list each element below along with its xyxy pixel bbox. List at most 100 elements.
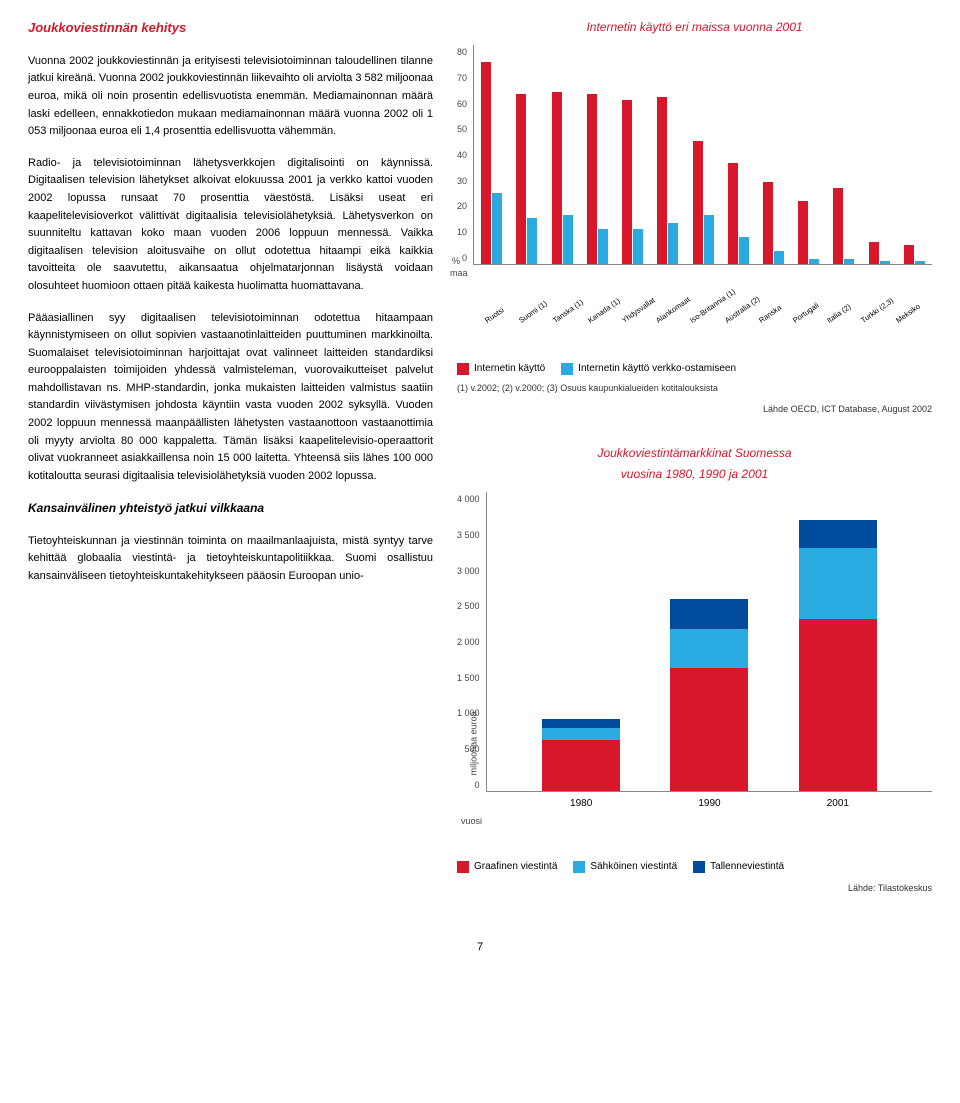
seg-sahkoinen — [799, 548, 877, 619]
chart1-bar-group — [791, 45, 826, 264]
legend-item-use: Internetin käyttö — [457, 361, 545, 377]
chart1-ytick: 0 — [462, 251, 467, 265]
chart-mass-media-markets: Joukkoviestintämarkkinat Suomessa vuosin… — [457, 444, 932, 895]
chart1-bar-purchase — [844, 259, 854, 264]
chart2-ytick: 3 000 — [457, 564, 480, 578]
chart1-bar-use — [728, 163, 738, 264]
chart1-bar-group — [474, 45, 509, 264]
chart2-legend: Graafinen viestintä Sähköinen viestintä … — [457, 859, 932, 875]
right-column: Internetin käyttö eri maissa vuonna 2001… — [457, 18, 932, 895]
chart1-bar-group — [650, 45, 685, 264]
chart1-bar-use — [481, 62, 491, 265]
chart1-bar-purchase — [915, 261, 925, 264]
paragraph-1: Vuonna 2002 joukkoviestinnän ja erityise… — [28, 53, 433, 141]
legend-swatch-sahkoinen — [573, 861, 585, 873]
seg-graafinen — [799, 619, 877, 792]
chart2-xtick: 2001 — [827, 796, 849, 812]
chart1-bar-use — [622, 100, 632, 264]
chart1-bar-purchase — [704, 215, 714, 264]
chart1-bar-purchase — [563, 215, 573, 264]
legend-item-purchase: Internetin käyttö verkko-ostamiseen — [561, 361, 736, 377]
chart1-bar-purchase — [668, 223, 678, 264]
legend-item-graafinen: Graafinen viestintä — [457, 859, 557, 875]
legend-swatch-secondary — [561, 363, 573, 375]
chart1-plot: % maa — [473, 45, 932, 265]
chart1-bar-group — [721, 45, 756, 264]
chart2-stacked-bar — [799, 520, 877, 792]
legend-label-secondary: Internetin käyttö verkko-ostamiseen — [578, 361, 736, 377]
chart1-note: (1) v.2002; (2) v.2000; (3) Osuus kaupun… — [457, 381, 932, 395]
chart1-bar-group — [756, 45, 791, 264]
chart1-bar-group — [862, 45, 897, 264]
chart1-bar-group — [580, 45, 615, 264]
chart1-bar-purchase — [492, 193, 502, 264]
seg-tallenne — [799, 520, 877, 548]
seg-graafinen — [542, 740, 620, 791]
chart1-bar-purchase — [598, 229, 608, 265]
chart1-ytick: 70 — [457, 71, 467, 85]
seg-tallenne — [670, 599, 748, 629]
chart2-ytick: 2 500 — [457, 599, 480, 613]
chart1-source: Lähde OECD, ICT Database, August 2002 — [457, 402, 932, 416]
main-heading: Joukkoviestinnän kehitys — [28, 18, 433, 39]
legend-swatch-graafinen — [457, 861, 469, 873]
legend-label-tallenne: Tallenneviestintä — [710, 859, 784, 875]
paragraph-4: Tietoyhteiskunnan ja viestinnän toiminta… — [28, 533, 433, 586]
chart2-title-line2: vuosina 1980, 1990 ja 2001 — [457, 465, 932, 484]
seg-sahkoinen — [670, 629, 748, 668]
chart1-area: 80706050403020100 % maa — [457, 45, 932, 305]
chart1-bar-purchase — [739, 237, 749, 264]
chart2-ytick: 2 000 — [457, 635, 480, 649]
chart1-bar-purchase — [809, 259, 819, 264]
chart2-y-unit: miljoonaa euroa — [466, 711, 480, 775]
chart1-bar-group — [615, 45, 650, 264]
chart2-xtick: 1990 — [698, 796, 720, 812]
sub-heading: Kansainvälinen yhteistyö jatkui vilkkaan… — [28, 499, 433, 518]
chart1-title: Internetin käyttö eri maissa vuonna 2001 — [457, 18, 932, 37]
paragraph-2: Radio- ja televisiotoiminnan lähetysverk… — [28, 155, 433, 296]
chart1-ytick: 50 — [457, 122, 467, 136]
chart2-ytick: 1 500 — [457, 671, 480, 685]
left-column: Joukkoviestinnän kehitys Vuonna 2002 jou… — [28, 18, 433, 895]
chart1-bar-use — [693, 141, 703, 264]
chart2-ytick: 4 000 — [457, 492, 480, 506]
page-root: Joukkoviestinnän kehitys Vuonna 2002 jou… — [0, 0, 960, 915]
chart1-xtick: Meksiko — [893, 301, 928, 335]
chart1-ytick: 30 — [457, 174, 467, 188]
legend-item-sahkoinen: Sähköinen viestintä — [573, 859, 677, 875]
chart1-bar-use — [657, 97, 667, 264]
legend-swatch-tallenne — [693, 861, 705, 873]
chart1-bar-purchase — [880, 261, 890, 264]
chart1-xtick: Ruotsi — [483, 305, 513, 335]
chart1-bar-purchase — [774, 251, 784, 265]
chart1-bar-use — [869, 242, 879, 264]
chart1-ytick: 80 — [457, 45, 467, 59]
chart1-bar-group — [897, 45, 932, 264]
chart1-bar-use — [516, 94, 526, 264]
chart1-ytick: 10 — [457, 225, 467, 239]
legend-item-tallenne: Tallenneviestintä — [693, 859, 784, 875]
legend-swatch-primary — [457, 363, 469, 375]
chart1-bar-purchase — [527, 218, 537, 265]
chart1-bar-group — [545, 45, 580, 264]
chart1-bar-use — [833, 188, 843, 265]
chart1-bar-use — [798, 201, 808, 264]
chart2-x-unit: vuosi — [457, 814, 932, 828]
legend-label-graafinen: Graafinen viestintä — [474, 859, 557, 875]
seg-sahkoinen — [542, 728, 620, 741]
chart2-ytick: 0 — [475, 778, 480, 792]
seg-tallenne — [542, 719, 620, 727]
legend-label-primary: Internetin käyttö — [474, 361, 545, 377]
chart2-title-line1: Joukkoviestintämarkkinat Suomessa — [457, 444, 932, 463]
legend-label-sahkoinen: Sähköinen viestintä — [590, 859, 677, 875]
chart1-bar-use — [552, 92, 562, 264]
chart-internet-use: Internetin käyttö eri maissa vuonna 2001… — [457, 18, 932, 416]
chart1-bar-use — [904, 245, 914, 264]
chart1-y-axis: 80706050403020100 — [457, 45, 473, 265]
chart1-ytick: 20 — [457, 199, 467, 213]
chart2-xtick: 1980 — [570, 796, 592, 812]
chart1-ytick: 60 — [457, 97, 467, 111]
chart1-bar-group — [685, 45, 720, 264]
page-number: 7 — [0, 939, 960, 957]
chart1-x-axis: RuotsiSuomi (1)Tanska (1)Kanada (1)Yhdys… — [457, 309, 932, 331]
